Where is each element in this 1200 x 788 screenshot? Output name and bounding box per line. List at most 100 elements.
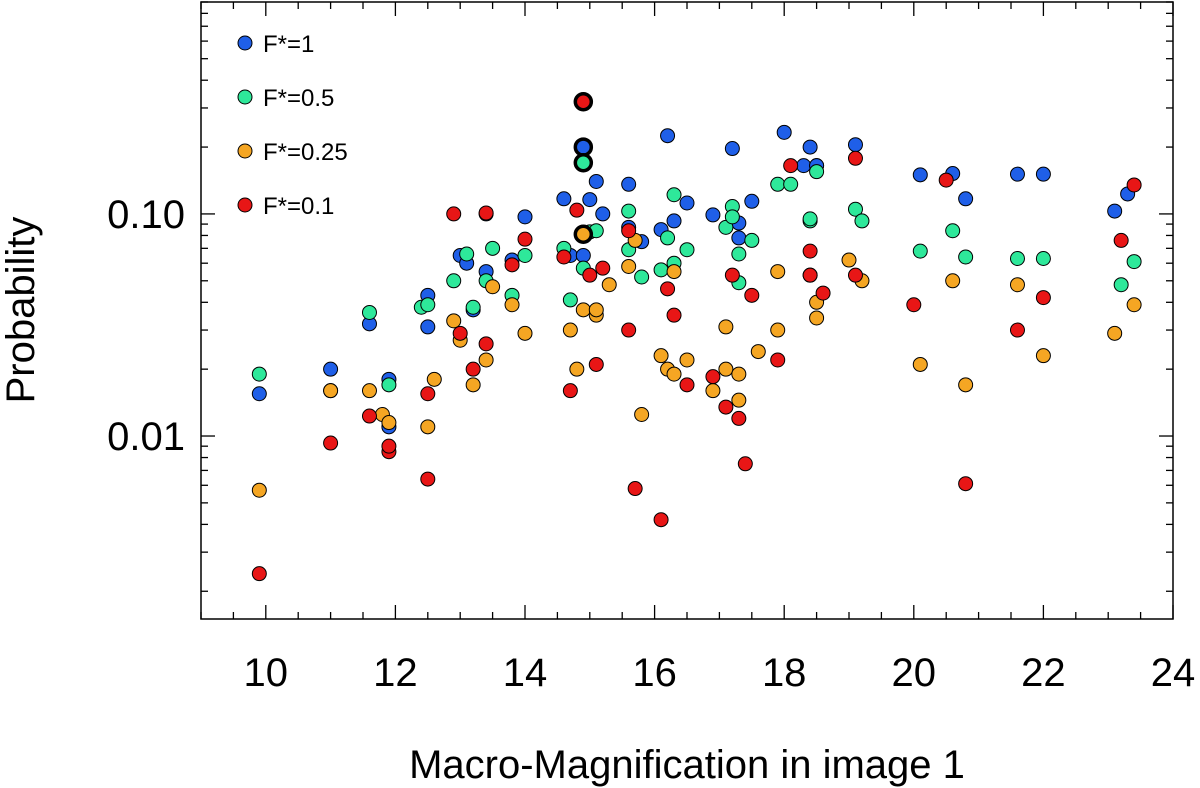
- data-point: [504, 297, 520, 313]
- x-tick-label: 22: [1021, 651, 1066, 695]
- data-point: [446, 273, 462, 289]
- legend-marker: [237, 197, 253, 213]
- data-point: [556, 191, 572, 207]
- data-point: [504, 257, 520, 273]
- data-point: [731, 366, 747, 382]
- data-point: [770, 322, 786, 338]
- data-point: [361, 304, 377, 320]
- highlighted-point: [573, 224, 594, 245]
- legend-label: F*=0.5: [263, 85, 334, 112]
- data-point: [420, 471, 436, 487]
- data-point: [517, 325, 533, 341]
- data-point: [517, 247, 533, 263]
- data-point: [912, 243, 928, 259]
- data-point: [705, 207, 721, 223]
- x-axis-title: Macro-Magnification in image 1: [409, 743, 965, 787]
- data-point: [569, 202, 585, 218]
- data-point: [660, 230, 676, 246]
- data-point: [595, 260, 611, 276]
- data-point: [465, 377, 481, 393]
- highlighted-point: [573, 91, 594, 112]
- data-point: [666, 307, 682, 323]
- data-point: [679, 242, 695, 258]
- data-point: [737, 456, 753, 472]
- data-point: [323, 435, 339, 451]
- data-point: [847, 150, 863, 166]
- legend-label: F*=0.1: [263, 193, 334, 220]
- x-tick-label: 24: [1151, 651, 1196, 695]
- axis-ticks: [200, 1, 1174, 619]
- data-point: [251, 566, 267, 582]
- data-point: [847, 137, 863, 153]
- data-point: [770, 264, 786, 280]
- data-point: [679, 377, 695, 393]
- data-point: [1107, 203, 1123, 219]
- data-point: [420, 386, 436, 402]
- data-point: [809, 310, 825, 326]
- highlighted-point: [573, 152, 594, 173]
- data-point: [1107, 325, 1123, 341]
- data-point: [958, 249, 974, 265]
- data-point: [666, 366, 682, 382]
- legend-label: F*=0.25: [263, 139, 348, 166]
- data-point: [582, 267, 598, 283]
- data-point: [854, 213, 870, 229]
- data-point: [770, 176, 786, 192]
- data-point: [1009, 166, 1025, 182]
- x-tick-labels: 10 12 14 16 18 20 22 24: [244, 651, 1196, 695]
- data-point: [627, 481, 643, 497]
- data-point: [744, 232, 760, 248]
- highlighted-point: [573, 137, 594, 157]
- data-point: [420, 419, 436, 435]
- data-point: [666, 264, 682, 280]
- y-axis-title: Probability: [0, 217, 43, 404]
- data-point: [770, 352, 786, 368]
- data-point: [945, 223, 961, 239]
- x-tick-label: 14: [503, 651, 548, 695]
- data-point: [776, 124, 792, 140]
- data-point: [420, 297, 436, 313]
- data-points: [251, 91, 1142, 582]
- data-point: [621, 176, 637, 192]
- data-point: [679, 195, 695, 211]
- x-tick-label: 16: [632, 651, 677, 695]
- data-point: [1113, 232, 1129, 248]
- data-point: [731, 410, 747, 426]
- data-point: [575, 302, 591, 318]
- data-point: [452, 325, 468, 341]
- data-point: [588, 173, 604, 189]
- data-point: [809, 164, 825, 180]
- data-point: [420, 319, 436, 335]
- data-point: [847, 267, 863, 283]
- data-point: [381, 377, 397, 393]
- data-point: [478, 352, 494, 368]
- data-point: [485, 240, 501, 256]
- data-point: [718, 319, 734, 335]
- data-point: [958, 377, 974, 393]
- data-point: [958, 476, 974, 492]
- data-point: [426, 371, 442, 387]
- data-point: [1009, 322, 1025, 338]
- data-point: [945, 273, 961, 289]
- data-point: [731, 246, 747, 262]
- data-point: [1126, 177, 1142, 193]
- data-point: [459, 246, 475, 262]
- y-tick-label: 0.10: [107, 193, 185, 237]
- x-tick-label: 20: [892, 651, 937, 695]
- data-point: [653, 512, 669, 528]
- data-point: [588, 302, 604, 318]
- data-point: [588, 356, 604, 372]
- data-point: [796, 158, 812, 174]
- data-point: [847, 201, 863, 217]
- data-point: [251, 386, 267, 402]
- data-point: [660, 128, 676, 144]
- x-tick-label: 18: [762, 651, 807, 695]
- data-point: [323, 361, 339, 377]
- data-point: [381, 438, 397, 454]
- data-point: [679, 352, 695, 368]
- data-point: [562, 292, 578, 308]
- data-point: [1035, 348, 1051, 364]
- data-point: [744, 287, 760, 303]
- data-point: [381, 415, 397, 431]
